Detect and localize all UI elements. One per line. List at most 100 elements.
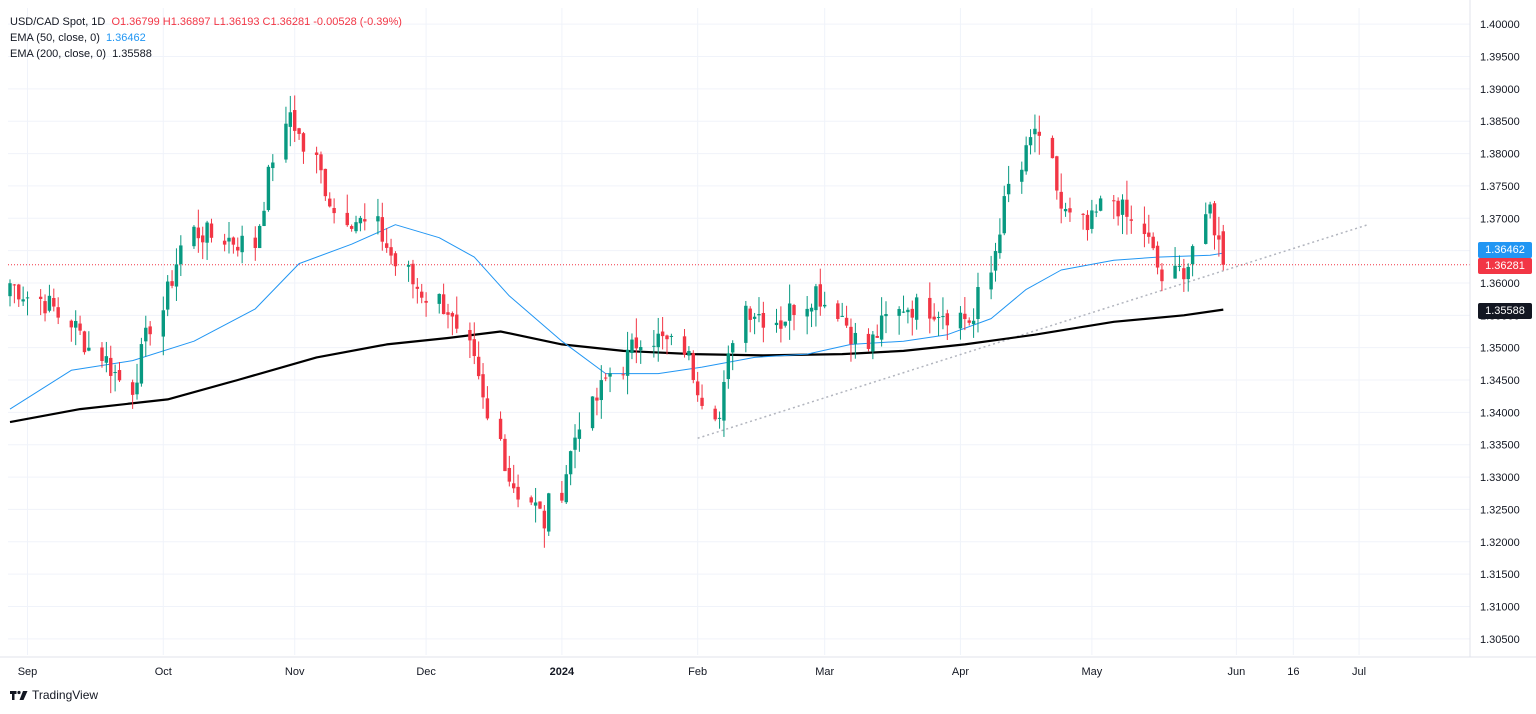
candle (1024, 136, 1028, 175)
candle (752, 312, 757, 335)
candle (196, 209, 201, 253)
time-tick-label: Dec (416, 666, 436, 678)
candle-body (161, 310, 165, 337)
candle-body (744, 305, 748, 343)
candle (1120, 194, 1125, 235)
candle-body (757, 314, 761, 316)
candle-body (805, 308, 809, 317)
candle-body (288, 112, 293, 127)
candle (634, 318, 639, 364)
candle-body (573, 437, 577, 450)
candle-body (1208, 204, 1212, 214)
candle-body (284, 123, 288, 160)
candle (8, 279, 12, 307)
candle-body (415, 286, 420, 289)
candle-body (971, 320, 976, 325)
time-tick-label: Feb (688, 666, 707, 678)
candle (288, 95, 293, 147)
price-tick-label: 1.33500 (1480, 440, 1520, 452)
candle-body (481, 374, 485, 398)
candle (1217, 216, 1221, 257)
candle-body (1160, 269, 1164, 282)
legend-ema200-row[interactable]: EMA (200, close, 0) 1.35588 (10, 46, 402, 62)
price-tick-label: 1.37500 (1480, 181, 1520, 193)
candle-body (875, 335, 879, 338)
candle (1125, 180, 1129, 235)
candle (989, 255, 993, 300)
candle (512, 464, 516, 493)
candle (630, 333, 634, 360)
time-axis[interactable]: Sep Oct Nov Dec 2024 Feb Mar Apr May Jun 16 Jul (0, 656, 1536, 678)
ema-50-line (9, 224, 1224, 410)
candle-body (752, 316, 757, 319)
candle (406, 260, 411, 282)
candle-body (135, 382, 139, 395)
candle-body (897, 309, 901, 316)
candle (293, 95, 297, 142)
candle (792, 303, 796, 331)
candle-body (1186, 266, 1190, 280)
candle (227, 221, 231, 254)
candle-body (1155, 245, 1160, 268)
candle (884, 301, 888, 334)
candle (384, 228, 389, 253)
candle-body (56, 307, 60, 318)
candle (165, 275, 170, 317)
price-axis[interactable]: 1.40000 1.39500 1.39000 1.38500 1.38000 1.375… (1469, 0, 1520, 657)
candle-body (695, 381, 700, 396)
candle (257, 224, 262, 249)
time-tick-label: Apr (952, 666, 969, 678)
candle (818, 268, 822, 316)
candle (1055, 155, 1059, 200)
candle (1059, 173, 1063, 224)
candle (731, 340, 735, 371)
candle (665, 334, 669, 355)
candle (389, 238, 393, 265)
candle (56, 297, 60, 325)
candle-body (1173, 265, 1177, 279)
candle (906, 307, 910, 324)
candle-body (38, 296, 43, 299)
candle-body (687, 350, 691, 356)
candle (1033, 114, 1037, 153)
price-tick-label: 1.31500 (1480, 569, 1520, 581)
candle (231, 236, 236, 254)
candle (38, 289, 43, 316)
candle-body (809, 307, 814, 312)
candle-body (660, 331, 665, 337)
candle (104, 341, 109, 373)
tradingview-logo-icon (10, 690, 28, 700)
candle (222, 233, 227, 252)
candle (117, 362, 122, 383)
candle (744, 300, 748, 353)
candle (1151, 232, 1155, 251)
candle-body (1037, 131, 1041, 136)
candle-body (100, 347, 104, 362)
legend-ema50-row[interactable]: EMA (50, close, 0) 1.36462 (10, 30, 402, 46)
candle (538, 501, 542, 510)
candle-body (652, 345, 656, 347)
candle-body (779, 320, 783, 329)
time-tick-label: 16 (1287, 666, 1299, 678)
candle-body (1050, 137, 1055, 159)
candle (420, 283, 424, 304)
candle-body (958, 312, 963, 329)
candle-body (691, 353, 695, 380)
candle-body (358, 217, 363, 224)
candle-body (69, 320, 74, 328)
candle-body (533, 502, 538, 506)
tradingview-brand[interactable]: TradingView (10, 688, 98, 702)
candle-body (822, 304, 827, 307)
candle (135, 363, 139, 400)
symbol-title[interactable]: USD/CAD Spot, 1D (10, 16, 106, 28)
candle-body (787, 303, 792, 321)
candle-body (236, 246, 240, 251)
candle (1112, 195, 1116, 220)
candle (209, 218, 214, 243)
candle-body (665, 335, 669, 340)
candle-body (1190, 246, 1195, 265)
candle (568, 450, 573, 486)
candle (476, 341, 481, 380)
candle-body (52, 297, 56, 307)
